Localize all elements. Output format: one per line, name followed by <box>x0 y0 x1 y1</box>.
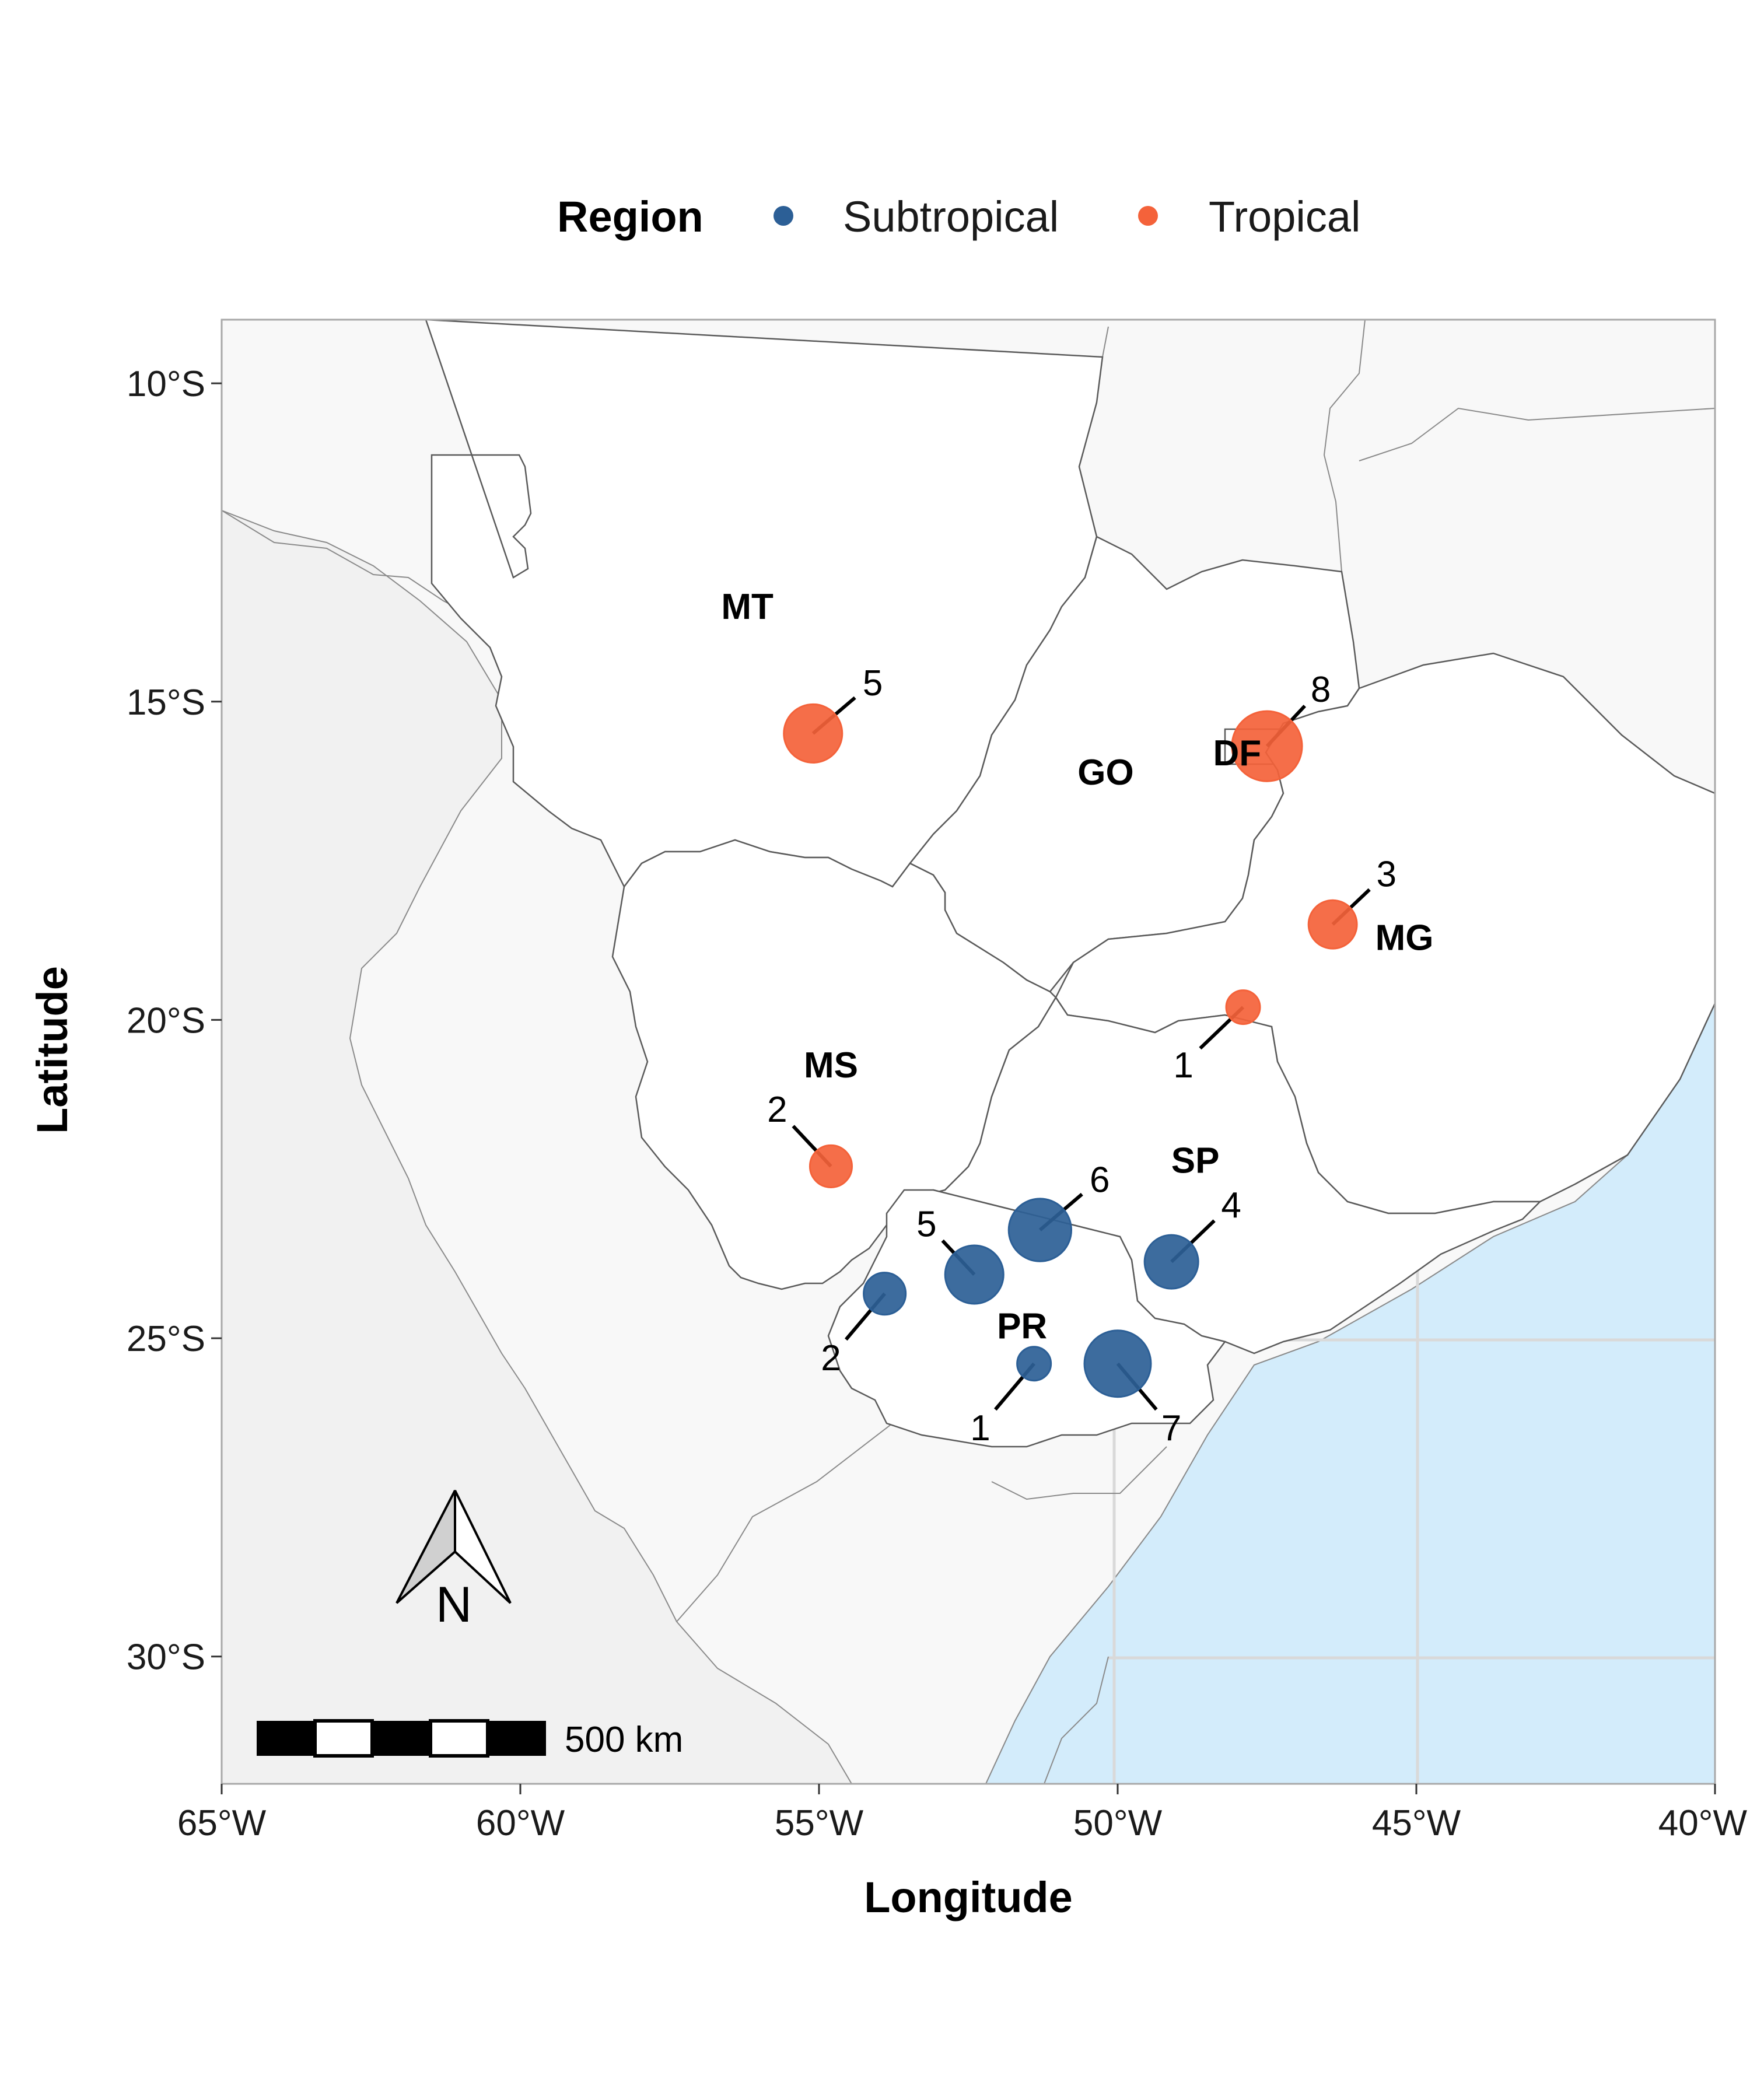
scale-bar: 500 km <box>257 1719 683 1760</box>
x-tick-label: 40°W <box>1658 1803 1748 1843</box>
count-label: 8 <box>1311 670 1331 710</box>
legend-title: Region <box>557 192 704 241</box>
sample-bubble-tropical <box>808 1144 853 1188</box>
x-tick-label: 55°W <box>775 1803 864 1843</box>
atlantic-ocean <box>985 1003 1715 1784</box>
x-tick-label: 60°W <box>476 1803 565 1843</box>
count-label: 4 <box>1221 1185 1241 1226</box>
count-label: 5 <box>863 663 883 704</box>
legend: Region Subtropical Tropical <box>557 192 1360 241</box>
scale-bar-label: 500 km <box>565 1720 683 1760</box>
y-tick-label: 10°S <box>127 364 205 404</box>
x-tick-label: 65°W <box>177 1803 267 1843</box>
map-panel: MT GO DF MG MS SP PR 6 5 4 2 1 7 5 8 3 1 2 N 500 km <box>222 320 1715 1784</box>
count-label: 1 <box>1173 1045 1193 1086</box>
x-axis: 65°W 60°W 55°W 50°W 45°W 40°W <box>177 1784 1748 1843</box>
count-label: 7 <box>1161 1408 1181 1448</box>
state-label-df: DF <box>1213 733 1261 774</box>
state-label-go: GO <box>1077 752 1133 793</box>
sample-bubble-subtropical <box>863 1272 907 1316</box>
y-tick-label: 15°S <box>127 682 205 723</box>
count-labels: 6 5 4 2 1 7 5 8 3 1 2 <box>767 663 1396 1448</box>
legend-key-tropical <box>1138 206 1158 226</box>
sample-bubble-subtropical <box>1016 1346 1052 1382</box>
y-axis: 10°S 15°S 20°S 25°S 30°S <box>127 364 222 1678</box>
y-tick-label: 25°S <box>127 1319 205 1359</box>
graticule <box>1108 1202 1715 1784</box>
count-label: 1 <box>970 1408 990 1448</box>
x-axis-title: Longitude <box>864 1873 1073 1922</box>
y-tick-label: 20°S <box>127 1000 205 1041</box>
north-arrow: N <box>396 1490 512 1633</box>
legend-key-subtropical <box>774 206 793 226</box>
state-label-mt: MT <box>721 587 774 627</box>
count-label: 3 <box>1377 854 1396 894</box>
count-label: 2 <box>767 1090 787 1130</box>
sample-bubble-tropical <box>1307 899 1358 950</box>
sample-bubble-subtropical <box>1143 1234 1199 1290</box>
sample-bubble-subtropical <box>1083 1329 1152 1398</box>
count-label: 6 <box>1090 1160 1110 1200</box>
scale-bar-segment <box>488 1721 546 1756</box>
sample-bubble-tropical <box>783 703 844 764</box>
state-label-pr: PR <box>997 1306 1047 1346</box>
x-tick-label: 45°W <box>1372 1803 1461 1843</box>
legend-label-tropical: Tropical <box>1209 192 1360 241</box>
legend-label-subtropical: Subtropical <box>843 192 1059 241</box>
state-label-ms: MS <box>804 1045 858 1086</box>
x-tick-label: 50°W <box>1073 1803 1163 1843</box>
state-label-mg: MG <box>1376 918 1434 958</box>
count-label: 2 <box>821 1338 841 1378</box>
y-tick-label: 30°S <box>127 1637 205 1678</box>
scale-bar-segment <box>429 1719 489 1758</box>
scale-bar-segment <box>257 1721 315 1756</box>
panel-border <box>220 318 1716 1785</box>
north-arrow-right-half <box>454 1490 512 1604</box>
state-label-sp: SP <box>1171 1141 1220 1181</box>
scale-bar-segment <box>313 1719 374 1758</box>
sample-bubble-subtropical <box>944 1244 1005 1305</box>
state-labels: MT GO DF MG MS SP PR <box>721 587 1433 1346</box>
sample-bubble-tropical <box>1231 710 1303 782</box>
y-axis-title: Latitude <box>28 966 76 1134</box>
scale-bar-segment <box>372 1721 430 1756</box>
count-label: 5 <box>916 1205 936 1245</box>
north-arrow-label: N <box>436 1577 472 1633</box>
sample-bubbles <box>783 703 1358 1398</box>
sample-bubble-tropical <box>1225 989 1261 1026</box>
sample-bubble-subtropical <box>1007 1198 1073 1262</box>
study-states <box>425 320 1715 1448</box>
